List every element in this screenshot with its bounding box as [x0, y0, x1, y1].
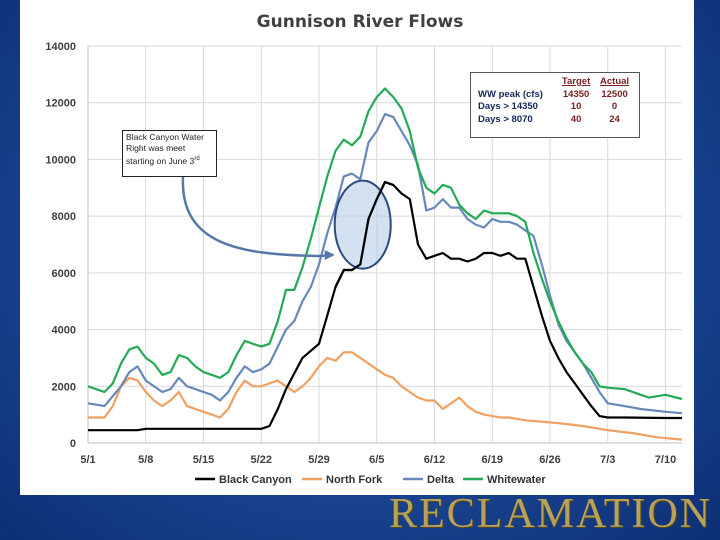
annotation-sup: rd — [194, 156, 200, 162]
series-lines — [87, 87, 683, 441]
legend: Black Canyon North Fork Delta Whitewater — [195, 474, 546, 486]
series-line-black-canyon — [88, 181, 682, 432]
xtick-label: 5/29 — [308, 454, 329, 466]
ytick-label: 6000 — [52, 268, 76, 280]
chart-title: Gunnison River Flows — [257, 12, 464, 32]
annotation-box: Black Canyon Water Right was meet starti… — [122, 130, 217, 177]
summary-row-label: Days > 14350 — [478, 101, 538, 112]
annotation-line: Black Canyon Water — [126, 132, 205, 142]
summary-header-target: Target — [561, 76, 591, 87]
annotation-arrow — [181, 176, 333, 258]
chart-panel: Gunnison River Flows 0 2000 4000 6000 8000 10… — [20, 0, 694, 495]
summary-row-target: 14350 — [562, 88, 590, 100]
summary-row: Days > 14350 10 0 — [476, 101, 634, 114]
highlight-layer — [181, 176, 394, 288]
summary-table: Target Actual WW peak (cfs) 14350 12500 … — [470, 72, 640, 138]
xtick-label: 5/22 — [251, 454, 272, 466]
annotation-line-text: starting on June 3 — [126, 155, 195, 166]
xtick-label: 5/1 — [80, 454, 95, 466]
summary-table-grid: Target Actual WW peak (cfs) 14350 12500 … — [476, 76, 634, 126]
annotation-line: starting on June 3rd — [126, 154, 213, 167]
summary-header-actual: Actual — [600, 76, 630, 87]
xtick-label: 7/10 — [655, 454, 676, 466]
series-line-whitewater — [87, 87, 683, 401]
reclamation-logo: RECLAMATION — [389, 491, 712, 537]
xtick-label: 5/8 — [138, 454, 153, 466]
ytick-label: 4000 — [52, 325, 76, 337]
summary-row-actual: 12500 — [601, 88, 628, 100]
series-line-north-fork — [88, 351, 683, 441]
highlight-ellipse — [333, 179, 392, 270]
ytick-label: 2000 — [52, 381, 76, 393]
summary-row-actual: 0 — [611, 101, 618, 112]
axes: 0 2000 4000 6000 8000 10000 12000 14000 5/1 5/8 5/… — [45, 41, 682, 466]
annotation-line: Right was meet — [126, 143, 186, 153]
ytick-label: 10000 — [45, 154, 76, 166]
annotation-arrow-head — [324, 250, 335, 260]
summary-row-label: WW peak (cfs) — [478, 88, 543, 100]
summary-header-row: Target Actual — [476, 76, 634, 89]
highlight-black-canyon-segment — [334, 180, 394, 288]
summary-row-label: Days > 8070 — [478, 113, 533, 125]
xtick-label: 6/26 — [539, 454, 560, 466]
ytick-label: 12000 — [45, 98, 76, 110]
summary-row-actual: 24 — [609, 113, 620, 125]
xtick-label: 6/5 — [369, 454, 384, 466]
summary-header-blank — [476, 76, 557, 89]
legend-label: North Fork — [326, 474, 383, 486]
summary-row-target: 10 — [570, 101, 582, 112]
summary-row: Days > 8070 40 24 — [476, 114, 634, 127]
series-line-delta — [87, 112, 683, 415]
xtick-label: 6/19 — [482, 454, 503, 466]
ytick-label: 0 — [70, 438, 76, 450]
summary-row-target: 40 — [570, 113, 582, 125]
ytick-label: 14000 — [45, 41, 76, 53]
legend-label: Delta — [427, 474, 455, 486]
legend-label: Whitewater — [487, 474, 546, 486]
xtick-label: 5/15 — [193, 454, 214, 466]
chart-svg: Gunnison River Flows 0 2000 4000 6000 8000 10… — [45, 12, 683, 486]
xtick-label: 6/12 — [424, 454, 445, 466]
xtick-label: 7/3 — [600, 454, 615, 466]
summary-row: WW peak (cfs) 14350 12500 — [476, 89, 634, 102]
legend-label: Black Canyon — [219, 474, 292, 486]
ytick-label: 8000 — [52, 211, 76, 223]
